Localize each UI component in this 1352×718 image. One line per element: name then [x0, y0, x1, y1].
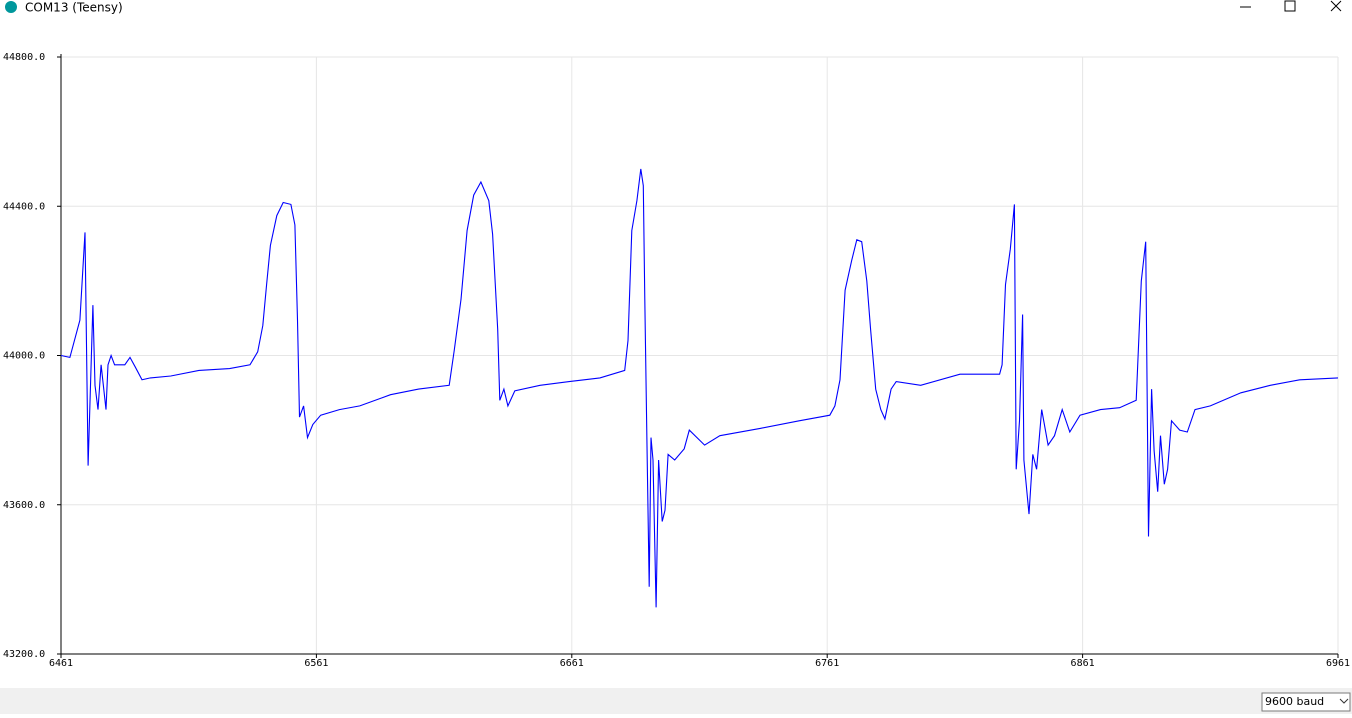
x-tick-label: 6761: [815, 658, 839, 669]
app-icon: [5, 1, 17, 13]
y-tick-label: 44000.0: [3, 351, 45, 362]
x-tick-label: 6961: [1326, 658, 1350, 669]
plot-area: 43200.0 43600.0 44000.0 44400.0 44800.0 6461 6…: [3, 52, 1350, 669]
y-tick-label: 43200.0: [3, 649, 45, 660]
x-tick-label: 6861: [1071, 658, 1095, 669]
baud-select[interactable]: [1261, 692, 1351, 712]
x-tick-label: 6561: [304, 658, 328, 669]
close-button[interactable]: [1330, 0, 1342, 12]
x-tick-label: 6461: [49, 658, 73, 669]
window-title: COM13 (Teensy): [25, 1, 123, 15]
y-tick-label: 44400.0: [3, 201, 45, 212]
dropdown-arrow: [1339, 698, 1349, 704]
y-tick-label: 44800.0: [3, 52, 45, 63]
data-line: [60, 168, 1339, 608]
x-tick-label: 6661: [560, 658, 584, 669]
footer-bar: [0, 688, 1352, 714]
baud-label: 9600 baud: [1265, 695, 1324, 708]
y-tick-label: 43600.0: [3, 500, 45, 511]
maximize-button[interactable]: [1284, 0, 1296, 12]
